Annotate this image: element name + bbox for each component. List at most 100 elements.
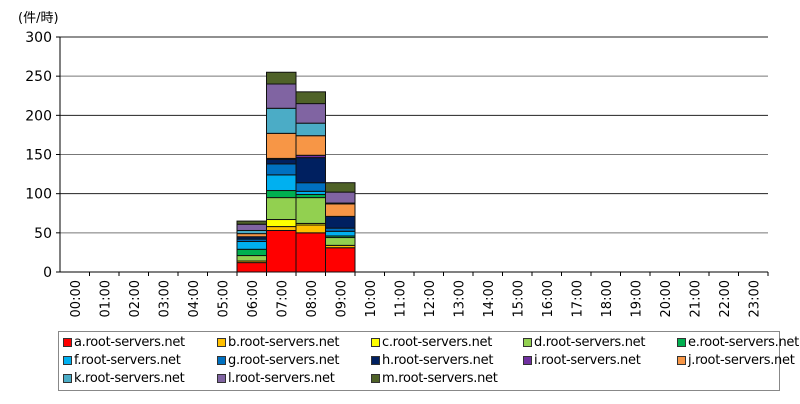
x-tick-label: 03:00 bbox=[157, 280, 172, 317]
legend-label: l.root-servers.net bbox=[228, 371, 335, 386]
bar-segment-h bbox=[325, 215, 356, 229]
bar-segment-f bbox=[266, 174, 297, 192]
legend-swatch bbox=[217, 374, 226, 383]
y-tick-label: 300 bbox=[25, 30, 52, 46]
bar-segment-d bbox=[295, 197, 326, 224]
stacked-bar-chart: (件/時) 0 50 100 150 200 250 300 00:00 01:00 02:00 03… bbox=[18, 11, 769, 317]
legend-label: h.root-servers.net bbox=[382, 353, 494, 368]
bar-segment-b bbox=[266, 226, 297, 231]
bar-segment-l bbox=[325, 191, 356, 204]
x-tick-label: 18:00 bbox=[600, 280, 615, 317]
legend-swatch bbox=[523, 338, 532, 347]
x-tick-label: 06:00 bbox=[246, 280, 261, 317]
legend-label: f.root-servers.net bbox=[74, 353, 181, 368]
x-tick-label: 19:00 bbox=[629, 280, 644, 317]
legend-label: i.root-servers.net bbox=[534, 353, 641, 368]
bar-segment-h bbox=[295, 157, 326, 184]
bar-segment-e bbox=[266, 190, 297, 199]
legend-item: b.root-servers.net bbox=[217, 335, 339, 350]
y-tick-label: 150 bbox=[25, 148, 52, 164]
x-tick-label: 13:00 bbox=[452, 280, 467, 317]
legend-swatch bbox=[371, 356, 380, 365]
bar-segment-m bbox=[325, 182, 356, 193]
legend-swatch bbox=[217, 356, 226, 365]
x-tick-label: 21:00 bbox=[688, 280, 703, 317]
bar-segment-d bbox=[236, 255, 267, 262]
x-tick-label: 02:00 bbox=[128, 280, 143, 317]
x-tick-label: 10:00 bbox=[364, 280, 379, 317]
x-tick-label: 01:00 bbox=[98, 280, 113, 317]
bar-segment-g bbox=[295, 182, 326, 192]
legend-label: d.root-servers.net bbox=[534, 335, 646, 350]
legend-swatch bbox=[371, 374, 380, 383]
legend-swatch bbox=[217, 338, 226, 347]
legend-item: k.root-servers.net bbox=[63, 371, 185, 386]
bar-segment-a bbox=[236, 262, 267, 273]
bar-segment-j bbox=[325, 203, 356, 217]
y-tick-label: 250 bbox=[25, 69, 52, 85]
x-tick-label: 11:00 bbox=[393, 280, 408, 317]
bar-segment-g bbox=[266, 163, 297, 176]
bar-segment-h bbox=[266, 158, 297, 165]
legend-swatch bbox=[523, 356, 532, 365]
bar-segment-a bbox=[325, 247, 356, 273]
legend-swatch bbox=[677, 338, 686, 347]
x-tick-label: 14:00 bbox=[482, 280, 497, 317]
legend-label: g.root-servers.net bbox=[228, 353, 340, 368]
legend-swatch bbox=[63, 374, 72, 383]
legend-item: m.root-servers.net bbox=[371, 371, 498, 386]
bar-segment-l bbox=[236, 223, 267, 231]
x-tick-label: 07:00 bbox=[275, 280, 290, 317]
x-tick-label: 17:00 bbox=[570, 280, 585, 317]
legend-item: j.root-servers.net bbox=[677, 353, 795, 368]
bar-segment-b bbox=[295, 224, 326, 234]
bar-segment-k bbox=[266, 107, 297, 134]
bar-segment-d bbox=[325, 237, 356, 246]
y-tick-label: 200 bbox=[25, 108, 52, 124]
y-tick-label: 0 bbox=[43, 265, 52, 281]
y-axis-unit-label: (件/時) bbox=[18, 11, 59, 26]
legend-label: m.root-servers.net bbox=[382, 371, 498, 386]
legend-item: a.root-servers.net bbox=[63, 335, 185, 350]
x-tick-label: 05:00 bbox=[216, 280, 231, 317]
x-tick-label: 16:00 bbox=[541, 280, 556, 317]
legend-item: h.root-servers.net bbox=[371, 353, 493, 368]
bar-segment-a bbox=[266, 229, 297, 273]
bar-segment-a bbox=[295, 232, 326, 273]
x-tick-label: 15:00 bbox=[511, 280, 526, 317]
legend-swatch bbox=[63, 356, 72, 365]
bar-segment-k bbox=[295, 122, 326, 137]
bar-segment-f bbox=[325, 230, 356, 237]
legend-item: f.root-servers.net bbox=[63, 353, 181, 368]
legend: a.root-servers.net b.root-servers.net c.ro… bbox=[58, 331, 799, 391]
x-tick-label: 08:00 bbox=[305, 280, 320, 317]
legend-swatch bbox=[371, 338, 380, 347]
legend-swatch bbox=[677, 356, 686, 365]
legend-item: d.root-servers.net bbox=[523, 335, 645, 350]
x-tick-label: 22:00 bbox=[718, 280, 733, 317]
legend-label: j.root-servers.net bbox=[688, 353, 795, 368]
bar-segment-d bbox=[266, 197, 297, 221]
legend-label: e.root-servers.net bbox=[688, 335, 799, 350]
bar-segment-j bbox=[295, 135, 326, 156]
legend-item: c.root-servers.net bbox=[371, 335, 492, 350]
bar-segment-f bbox=[236, 240, 267, 250]
legend-item: g.root-servers.net bbox=[217, 353, 339, 368]
x-tick-label: 09:00 bbox=[334, 280, 349, 317]
legend-swatch bbox=[63, 338, 72, 347]
legend-label: a.root-servers.net bbox=[74, 335, 185, 350]
y-tick-label: 100 bbox=[25, 187, 52, 203]
legend-label: c.root-servers.net bbox=[382, 335, 493, 350]
x-tick-label: 00:00 bbox=[69, 280, 84, 317]
x-tick-label: 20:00 bbox=[659, 280, 674, 317]
bar-segment-l bbox=[266, 83, 297, 109]
bar-segment-m bbox=[295, 91, 326, 105]
legend-label: b.root-servers.net bbox=[228, 335, 340, 350]
bar-segment-l bbox=[295, 103, 326, 124]
x-tick-label: 23:00 bbox=[747, 280, 762, 317]
legend-item: i.root-servers.net bbox=[523, 353, 641, 368]
bar-segment-c bbox=[266, 219, 297, 228]
y-tick-label: 50 bbox=[34, 226, 52, 242]
bar-segment-e bbox=[236, 248, 267, 257]
bar-segment-m bbox=[266, 71, 297, 85]
